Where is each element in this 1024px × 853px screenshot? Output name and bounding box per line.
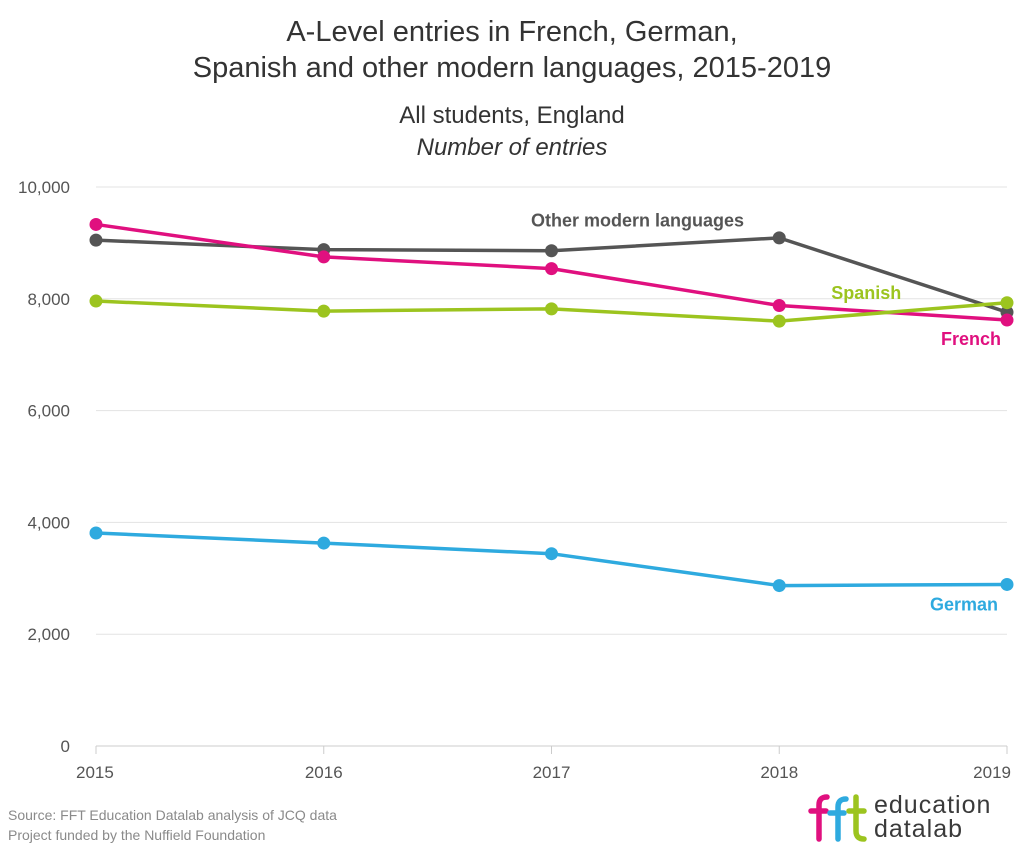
chart-header: A-Level entries in French, German, Spani… — [0, 14, 1024, 164]
series-label-spanish: Spanish — [831, 283, 901, 303]
line-chart: 0 2,000 4,000 6,000 8,000 10,000 2015 2016 2017 2… — [18, 178, 1014, 782]
logo-wordmark: education datalab — [874, 791, 992, 843]
chart-title-line-2: Spanish and other modern languages, 2015… — [192, 52, 832, 84]
y-tick-label: 6,000 — [27, 402, 70, 421]
footer: Source: FFT Education Datalab analysis o… — [8, 805, 337, 845]
y-tick-label: 4,000 — [27, 513, 70, 532]
y-tick-label: 2,000 — [27, 625, 70, 644]
chart-subtitle: All students, England — [399, 102, 625, 129]
logo-f1-mark — [816, 794, 830, 842]
series-label-german: German — [930, 594, 998, 614]
series-label-other-modern-languages: Other modern languages — [531, 211, 744, 231]
funding-note: Project funded by the Nuffield Foundatio… — [8, 827, 266, 843]
logo-word-datalab: datalab — [874, 815, 964, 843]
x-tick-label: 2017 — [533, 763, 571, 782]
y-tick-label: 8,000 — [27, 290, 70, 309]
data-point-other-modern-languages — [772, 231, 786, 245]
logo-f2-mark — [835, 796, 849, 842]
data-point-french — [317, 250, 331, 264]
data-point-german — [317, 536, 331, 550]
x-tick-label: 2019 — [973, 763, 1011, 782]
data-point-german — [89, 526, 103, 540]
x-tick-label: 2018 — [760, 763, 798, 782]
data-point-french — [772, 299, 786, 313]
series-label-french: French — [941, 329, 1001, 349]
y-tick-label: 0 — [61, 737, 70, 756]
data-point-french — [545, 262, 558, 276]
logo-word-education: education — [874, 791, 992, 819]
data-point-spanish — [89, 294, 103, 308]
chart-title-line-1: A-Level entries in French, German, — [286, 16, 738, 48]
data-point-spanish — [772, 314, 786, 328]
data-point-french — [1000, 313, 1014, 327]
data-point-german — [1000, 577, 1014, 591]
data-point-french — [89, 217, 103, 231]
data-point-other-modern-languages — [545, 244, 558, 258]
chart-subtitle-italic: Number of entries — [416, 134, 608, 161]
fft-logo-icon — [808, 794, 867, 842]
data-point-german — [772, 579, 786, 593]
data-point-german — [545, 547, 558, 561]
y-tick-label: 10,000 — [18, 178, 70, 197]
source-note: Source: FFT Education Datalab analysis o… — [8, 807, 337, 823]
x-tick-label: 2016 — [305, 763, 343, 782]
x-tick-label: 2015 — [76, 763, 114, 782]
data-point-spanish — [545, 302, 558, 316]
data-point-spanish — [1000, 296, 1014, 310]
data-point-spanish — [317, 304, 331, 318]
datalab-logo: education datalab — [806, 793, 1018, 843]
logo-t-mark — [853, 794, 867, 842]
data-point-other-modern-languages — [89, 233, 103, 247]
